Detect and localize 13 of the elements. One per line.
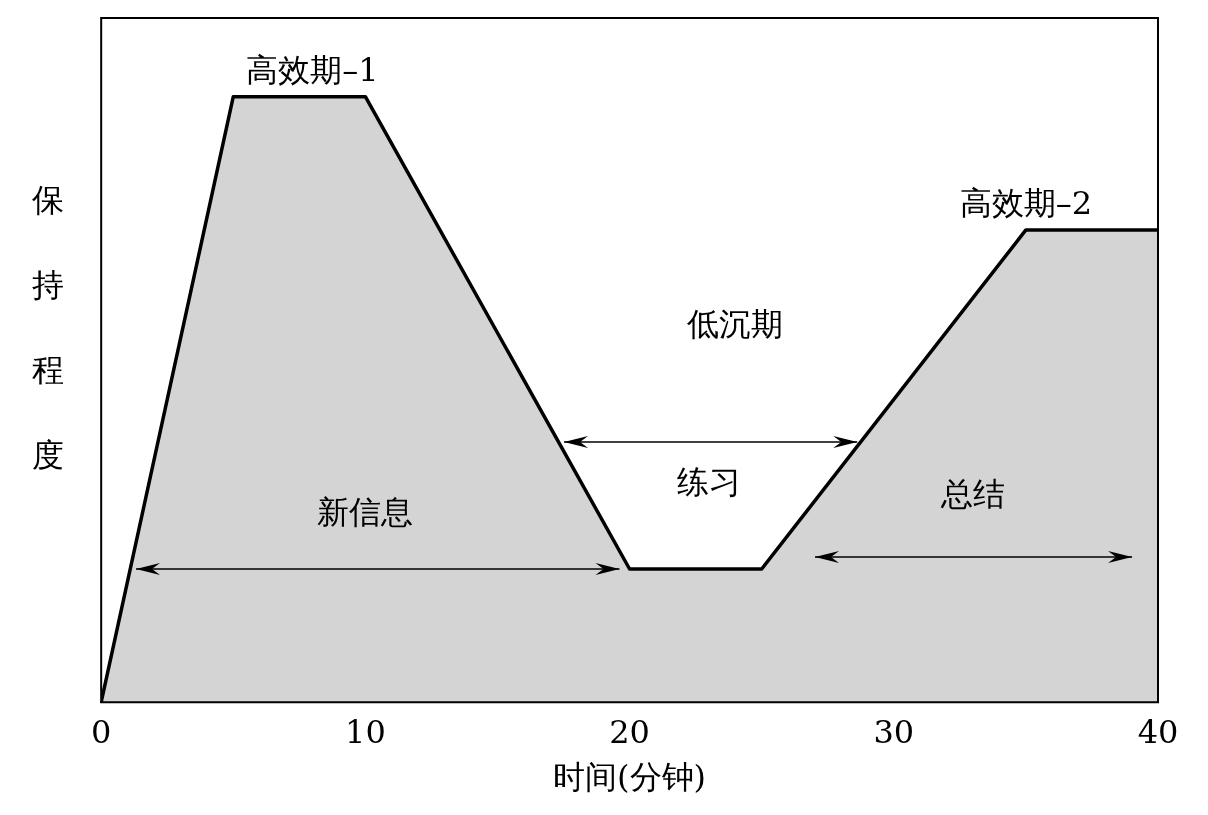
annotation: 新信息 xyxy=(317,493,414,532)
x-tick-label: 20 xyxy=(609,712,650,751)
x-axis-title: 时间(分钟) xyxy=(553,758,707,797)
text: 保持程度 xyxy=(32,181,64,474)
x-tick-label: 30 xyxy=(873,712,915,751)
annotation: 高效期–1 xyxy=(246,51,379,90)
annotation: 高效期–2 xyxy=(959,184,1093,223)
x-tick-label: 0 xyxy=(91,712,112,751)
x-tick-label: 10 xyxy=(345,712,386,751)
annotation: 练习 xyxy=(676,462,741,501)
x-tick-label: 40 xyxy=(1137,712,1179,751)
annotation: 低沉期 xyxy=(687,305,784,344)
annotation: 总结 xyxy=(940,474,1006,513)
